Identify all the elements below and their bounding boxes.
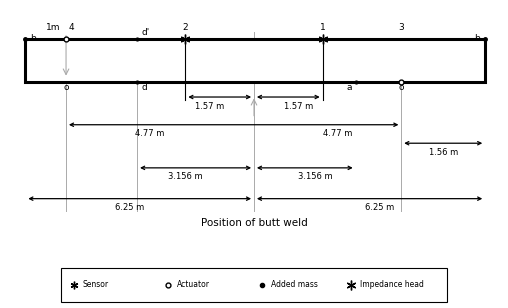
- Text: Added mass: Added mass: [271, 280, 318, 290]
- Text: 1.57 m: 1.57 m: [195, 102, 224, 111]
- Text: 3.156 m: 3.156 m: [298, 172, 332, 181]
- Text: o: o: [64, 83, 69, 92]
- Text: 1: 1: [320, 23, 326, 32]
- Text: 6.25 m: 6.25 m: [115, 203, 144, 212]
- FancyBboxPatch shape: [61, 268, 447, 302]
- Text: 4: 4: [68, 23, 74, 32]
- Text: d: d: [141, 83, 147, 92]
- Text: 4.77 m: 4.77 m: [135, 129, 165, 138]
- Text: d': d': [141, 28, 149, 37]
- Text: 4.77 m: 4.77 m: [323, 129, 353, 138]
- Text: b: b: [474, 34, 480, 43]
- Text: 2: 2: [182, 23, 188, 32]
- Text: 1.56 m: 1.56 m: [429, 148, 458, 157]
- Text: 6.25 m: 6.25 m: [365, 203, 394, 212]
- Text: 1.57 m: 1.57 m: [284, 102, 313, 111]
- FancyBboxPatch shape: [25, 38, 485, 82]
- Text: o: o: [399, 83, 404, 92]
- Text: Sensor: Sensor: [83, 280, 109, 290]
- Text: 3.156 m: 3.156 m: [168, 172, 203, 181]
- Text: 1m: 1m: [46, 23, 60, 32]
- Text: b: b: [30, 34, 36, 43]
- Text: a: a: [346, 83, 352, 92]
- Text: Impedance head: Impedance head: [360, 280, 424, 290]
- Text: Position of butt weld: Position of butt weld: [201, 218, 307, 228]
- Text: 3: 3: [398, 23, 404, 32]
- Text: Actuator: Actuator: [177, 280, 210, 290]
